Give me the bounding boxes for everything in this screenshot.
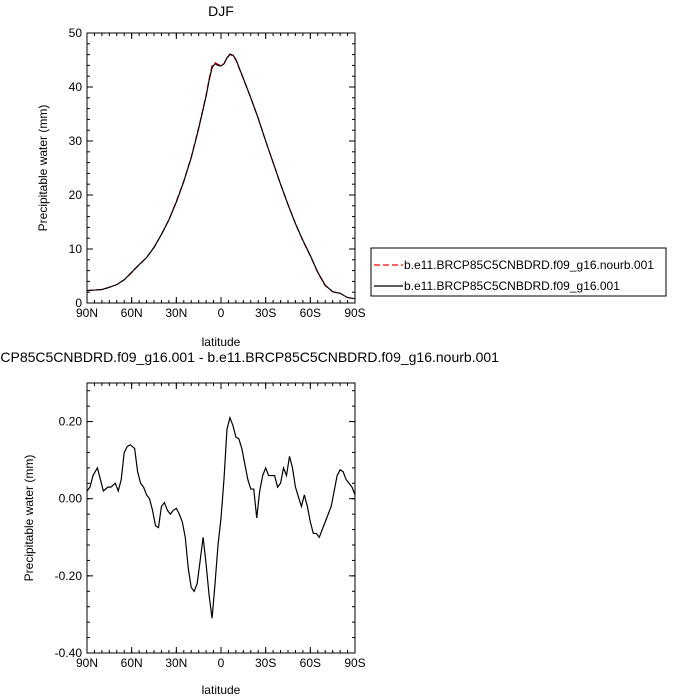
bottom-x-tick-label: 60N bbox=[121, 656, 143, 670]
bottom-y-tick-label: -0.40 bbox=[55, 646, 83, 660]
bottom-panel-title: b.e11.BRCP85C5CNBDRD.f09_g16.001 - b.e11… bbox=[0, 349, 499, 365]
bottom-y-tick-label: 0.00 bbox=[59, 492, 83, 506]
top-plot-frame bbox=[86, 32, 356, 304]
top-x-tick-label: 90S bbox=[344, 306, 365, 320]
top-x-tick-label: 90N bbox=[76, 306, 98, 320]
top-y-tick-label: 50 bbox=[69, 26, 83, 40]
top-y-tick-label: 10 bbox=[69, 242, 83, 256]
top-y-tick-label: 20 bbox=[69, 188, 83, 202]
legend-frame bbox=[370, 247, 667, 297]
top-legend: b.e11.BRCP85C5CNBDRD.f09_g16.nourb.001 b.… bbox=[370, 247, 667, 297]
bottom-series-line-0 bbox=[86, 415, 356, 619]
top-series-line-0 bbox=[86, 53, 356, 300]
bottom-plot-frame bbox=[86, 382, 356, 654]
bottom-x-tick-label: 60S bbox=[300, 656, 321, 670]
bottom-x-tick-label: 30N bbox=[165, 656, 187, 670]
bottom-y-tick-label: 0.20 bbox=[59, 415, 83, 429]
top-y-tick-label: 0 bbox=[75, 296, 82, 310]
top-x-tick-label: 60N bbox=[121, 306, 143, 320]
legend-entry-1: b.e11.BRCP85C5CNBDRD.f09_g16.001 bbox=[404, 279, 620, 293]
top-plot-area: 90N 60N 30N 0 30S 60S 90S 0 10 20 30 40 50 bbox=[69, 26, 366, 320]
top-x-tick-label: 30N bbox=[165, 306, 187, 320]
bottom-plot-area: 90N 60N 30N 0 30S 60S 90S -0.40 -0.20 0.00 0.20 bbox=[55, 382, 366, 670]
top-series-line-1 bbox=[86, 53, 356, 300]
bottom-y-tick-label: -0.20 bbox=[55, 569, 83, 583]
top-x-axis-title: latitude bbox=[202, 335, 241, 349]
top-y-axis-title: Precipitable water (mm) bbox=[36, 105, 50, 232]
bottom-x-axis-title: latitude bbox=[202, 683, 241, 697]
top-y-tick-label: 30 bbox=[69, 134, 83, 148]
top-x-tick-label: 60S bbox=[300, 306, 321, 320]
top-x-tick-label: 0 bbox=[218, 306, 225, 320]
top-y-tick-label: 40 bbox=[69, 80, 83, 94]
bottom-x-tick-label: 30S bbox=[255, 656, 276, 670]
legend-entry-0: b.e11.BRCP85C5CNBDRD.f09_g16.nourb.001 bbox=[404, 258, 654, 272]
top-x-tick-label: 30S bbox=[255, 306, 276, 320]
bottom-x-tick-label: 90S bbox=[344, 656, 365, 670]
top-panel: DJF 90N 60N 30N 0 30S 60S 90S 0 10 20 30 40 50 latit… bbox=[36, 3, 667, 349]
bottom-panel: b.e11.BRCP85C5CNBDRD.f09_g16.001 - b.e11… bbox=[0, 349, 499, 697]
bottom-x-tick-label: 90N bbox=[76, 656, 98, 670]
top-panel-title: DJF bbox=[208, 3, 234, 19]
bottom-x-tick-label: 0 bbox=[218, 656, 225, 670]
bottom-y-axis-title: Precipitable water (mm) bbox=[22, 455, 36, 582]
